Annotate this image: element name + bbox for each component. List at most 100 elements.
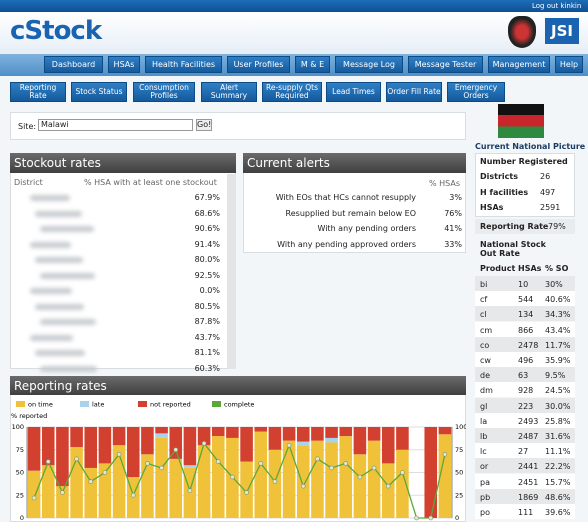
alert-value: 76%: [444, 208, 462, 218]
bar-segment: [268, 427, 282, 450]
alert-value: 3%: [449, 193, 462, 202]
stockout-rate: 87.8%: [194, 317, 220, 326]
line-point: [230, 474, 235, 480]
bar-segment: [112, 427, 126, 446]
bar-segment: [197, 445, 211, 518]
site-select[interactable]: Malawi: [38, 119, 193, 131]
line-point: [88, 479, 94, 484]
nav-item[interactable]: HSAs: [108, 56, 140, 73]
count-label: Districts: [480, 172, 518, 181]
line-point: [286, 442, 292, 448]
stockout-rate: 81.1%: [194, 348, 220, 357]
subnav-item[interactable]: Stock Status: [71, 82, 127, 102]
row-bg: [475, 367, 575, 383]
y-tick-label: 100: [12, 423, 24, 431]
bar-segment: [339, 436, 353, 518]
district-blur: [40, 272, 95, 279]
nav-item[interactable]: M & E: [295, 56, 330, 73]
cell: 39.6%: [545, 508, 571, 517]
line-point: [187, 488, 193, 493]
subnav-item[interactable]: Order Fill Rate: [386, 82, 442, 102]
bar-segment: [296, 445, 310, 518]
y-tick-label: 50: [16, 469, 24, 477]
reporting-value: 79%: [548, 222, 566, 231]
top-bar: [0, 0, 588, 12]
row-bg: [475, 443, 575, 459]
cell: 25.8%: [545, 416, 571, 426]
alert-label: Resupplied but remain below EO: [285, 208, 416, 218]
stockout-rate: 91.4%: [194, 239, 220, 249]
stockout-rate: 68.6%: [194, 208, 220, 218]
count-label: H facilities: [480, 187, 529, 197]
line-point: [442, 451, 448, 457]
bar-segment: [254, 431, 268, 518]
cell: 9.5%: [545, 371, 566, 381]
row-bg: [475, 473, 575, 489]
bar-segment: [169, 458, 183, 518]
bar-segment: [311, 440, 324, 518]
cell: 2451: [518, 477, 539, 487]
bar-segment: [169, 427, 183, 459]
bar-segment: [367, 427, 381, 441]
chart-title: Reporting rates: [10, 376, 466, 395]
cell: 27: [518, 447, 529, 457]
subnav-item[interactable]: Lead Times: [326, 82, 381, 102]
bar-segment: [311, 427, 324, 441]
cell: 1869: [518, 492, 539, 502]
bar-segment: [282, 427, 296, 441]
stockout-rate: 80.0%: [194, 255, 220, 264]
nav-item[interactable]: Message Tester: [408, 56, 483, 73]
line-point: [357, 474, 363, 480]
bar-segment: [183, 465, 197, 468]
y2-tick-label: 0: [455, 514, 459, 522]
district-blur: [40, 226, 94, 232]
nav-item[interactable]: Help: [555, 56, 583, 73]
nav-item[interactable]: Message Log: [335, 56, 403, 73]
bar-segment: [155, 433, 168, 438]
line-point: [414, 515, 419, 521]
nav-item[interactable]: User Profiles: [227, 56, 290, 73]
y2-tick-label: 25: [455, 491, 463, 499]
bar-segment: [325, 427, 338, 438]
cell: 223: [518, 401, 534, 411]
logout[interactable]: Log out kinkin: [532, 2, 582, 10]
legend-swatch: [212, 401, 221, 407]
subnav-item[interactable]: Consumption Profiles: [133, 82, 195, 102]
bar-segment: [339, 427, 353, 437]
bar-segment: [381, 463, 395, 518]
scrollbar[interactable]: [227, 174, 236, 369]
line-point: [74, 456, 79, 462]
bar-segment: [155, 427, 168, 434]
stockout-rate: 92.5%: [194, 270, 220, 280]
cell: 43.4%: [545, 325, 571, 335]
bar-segment: [438, 434, 452, 518]
bar-segment: [84, 427, 98, 468]
cell: 2478: [518, 340, 539, 350]
count-value: 26: [540, 172, 551, 181]
line-point: [116, 451, 122, 457]
row-bg: [475, 276, 575, 291]
subnav-item[interactable]: Reporting Rate: [10, 82, 66, 102]
count-label: HSAs: [480, 203, 504, 212]
nav-item[interactable]: Management: [488, 56, 550, 73]
bar-segment: [155, 437, 168, 518]
legend-label: on time: [28, 401, 53, 409]
line-point: [258, 461, 264, 466]
nav-item[interactable]: Dashboard: [44, 56, 103, 73]
subnav-item[interactable]: Re-supply Qts Required: [262, 82, 322, 102]
nav-item[interactable]: Health Facilities: [145, 56, 222, 73]
subnav-item[interactable]: Alert Summary: [201, 82, 257, 102]
stockout-rate: 80.5%: [194, 301, 220, 311]
bar-segment: [98, 463, 112, 518]
cell: 2487: [518, 432, 539, 441]
go-button[interactable]: Go!: [196, 119, 212, 131]
line: [33, 441, 446, 519]
cell: la: [480, 416, 488, 426]
line-point: [272, 479, 278, 484]
subnav-item[interactable]: Emergency Orders: [447, 82, 505, 102]
line-point: [428, 515, 434, 521]
row-bg: [475, 321, 575, 337]
row-bg: [475, 488, 575, 504]
column-header: Product: [480, 264, 516, 273]
cell: pb: [480, 492, 491, 502]
